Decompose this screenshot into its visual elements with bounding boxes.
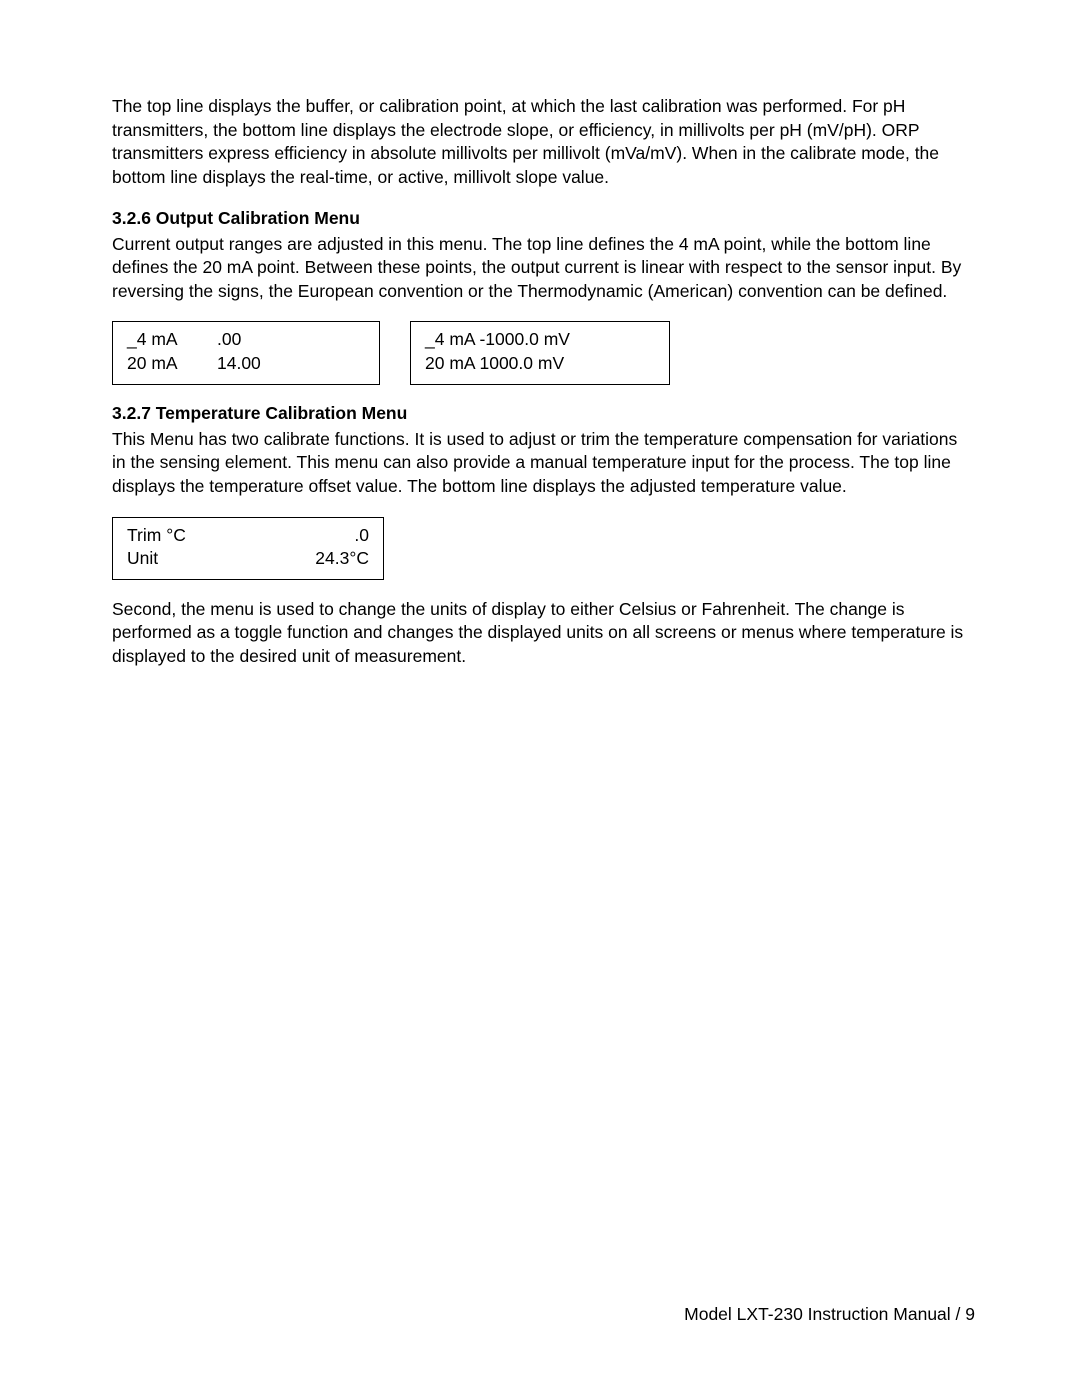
- box2-line1: _4 mA -1000.0 mV: [425, 328, 570, 352]
- section-327-heading: 3.2.7 Temperature Calibration Menu: [112, 403, 975, 424]
- page-footer: Model LXT-230 Instruction Manual / 9: [684, 1304, 975, 1325]
- tempbox-line2-right: 24.3°C: [299, 547, 369, 571]
- box2-line2: 20 mA 1000.0 mV: [425, 352, 564, 376]
- intro-paragraph: The top line displays the buffer, or cal…: [112, 95, 975, 190]
- tempbox-line1-right: .0: [299, 524, 369, 548]
- section-326-paragraph: Current output ranges are adjusted in th…: [112, 233, 975, 304]
- output-cal-box-mv: _4 mA -1000.0 mV 20 mA 1000.0 mV: [410, 321, 670, 384]
- box1-line1-left: _4 mA: [127, 328, 217, 352]
- section-326-heading: 3.2.6 Output Calibration Menu: [112, 208, 975, 229]
- tempbox-line1-left: Trim °C: [127, 524, 299, 548]
- output-cal-box-ph: _4 mA .00 20 mA 14.00: [112, 321, 380, 384]
- output-calibration-displays: _4 mA .00 20 mA 14.00 _4 mA -1000.0 mV 2…: [112, 321, 975, 384]
- tempbox-line2-left: Unit: [127, 547, 299, 571]
- document-page: The top line displays the buffer, or cal…: [0, 0, 1080, 1397]
- temp-calibration-display: Trim °C .0 Unit 24.3°C: [112, 517, 975, 580]
- box1-line2-left: 20 mA: [127, 352, 217, 376]
- box1-line2-right: 14.00: [217, 352, 261, 376]
- temp-cal-box: Trim °C .0 Unit 24.3°C: [112, 517, 384, 580]
- box1-line1-right: .00: [217, 328, 241, 352]
- section-327-paragraph-1: This Menu has two calibrate functions. I…: [112, 428, 975, 499]
- section-327-paragraph-2: Second, the menu is used to change the u…: [112, 598, 975, 669]
